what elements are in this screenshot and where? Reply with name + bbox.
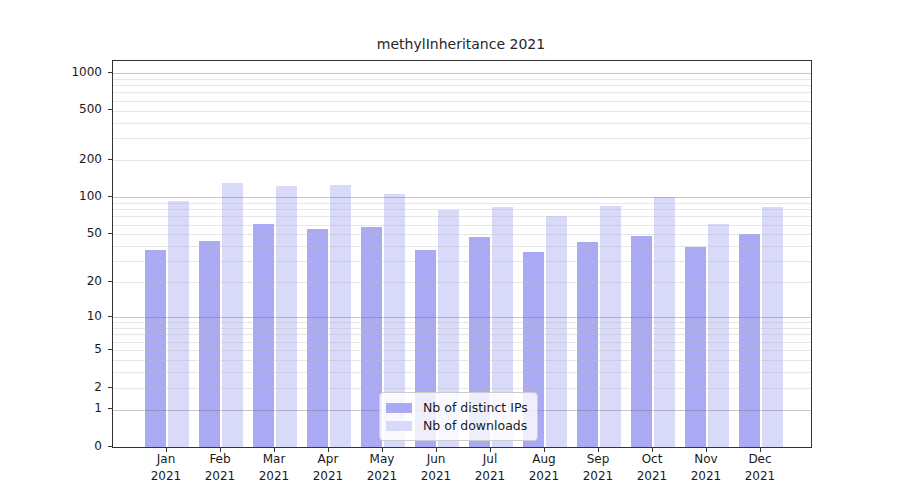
x-tick-label: May 2021 [352, 451, 412, 484]
y-tick-label: 200 [30, 152, 102, 166]
plot-area [112, 60, 812, 448]
y-tick-label: 20 [30, 274, 102, 288]
bar-downloads [222, 183, 243, 447]
minor-gridline [113, 350, 811, 351]
y-tick-label: 10 [30, 309, 102, 323]
legend: Nb of distinct IPs Nb of downloads [379, 392, 538, 441]
y-tick-label: 100 [30, 189, 102, 203]
legend-item-distinct-ips: Nb of distinct IPs [386, 399, 528, 416]
bar-distinct-ips [145, 250, 166, 447]
minor-gridline [113, 328, 811, 329]
bar-downloads [546, 216, 567, 447]
x-tick-label: Jan 2021 [136, 451, 196, 484]
y-tick-label: 2 [30, 380, 102, 394]
minor-gridline [113, 123, 811, 124]
x-tick-label: Jul 2021 [460, 451, 520, 484]
bar-distinct-ips [577, 242, 598, 447]
x-tick-label: Aug 2021 [514, 451, 574, 484]
minor-gridline [113, 342, 811, 343]
legend-item-downloads: Nb of downloads [386, 417, 528, 434]
minor-gridline [113, 334, 811, 335]
x-tick-label: Sep 2021 [568, 451, 628, 484]
minor-gridline [113, 209, 811, 210]
minor-gridline [113, 234, 811, 235]
minor-gridline [113, 160, 811, 161]
minor-gridline [113, 246, 811, 247]
minor-gridline [113, 360, 811, 361]
x-tick-label: Oct 2021 [622, 451, 682, 484]
minor-gridline [113, 388, 811, 389]
bar-distinct-ips [739, 234, 760, 447]
x-tick-label: Dec 2021 [730, 451, 790, 484]
y-tick-label: 50 [30, 226, 102, 240]
legend-swatch-downloads [386, 421, 412, 431]
y-tick-label: 0 [30, 439, 102, 453]
minor-gridline [113, 79, 811, 80]
x-tick-label: Nov 2021 [676, 451, 736, 484]
bar-distinct-ips [253, 224, 274, 447]
x-tick-label: Feb 2021 [190, 451, 250, 484]
bar-downloads [762, 207, 783, 447]
bar-distinct-ips [199, 241, 220, 447]
major-gridline [113, 317, 811, 318]
minor-gridline [113, 225, 811, 226]
minor-gridline [113, 101, 811, 102]
bar-downloads [708, 224, 729, 447]
x-tick-label: Jun 2021 [406, 451, 466, 484]
x-tick-label: Mar 2021 [244, 451, 304, 484]
major-gridline [113, 197, 811, 198]
legend-label-downloads: Nb of downloads [423, 418, 527, 433]
y-tick-label: 5 [30, 342, 102, 356]
minor-gridline [113, 138, 811, 139]
minor-gridline [113, 261, 811, 262]
minor-gridline [113, 85, 811, 86]
chart-figure: methylInheritance 2021 0 1 2 5 10 20 50 100 200 5… [0, 0, 900, 500]
minor-gridline [113, 372, 811, 373]
minor-gridline [113, 203, 811, 204]
chart-title: methylInheritance 2021 [112, 36, 810, 52]
legend-swatch-distinct-ips [386, 403, 412, 413]
x-tick-label: Apr 2021 [298, 451, 358, 484]
minor-gridline [113, 282, 811, 283]
legend-label-distinct-ips: Nb of distinct IPs [423, 400, 528, 415]
bar-distinct-ips [685, 247, 706, 447]
y-tick-label: 500 [30, 102, 102, 116]
minor-gridline [113, 322, 811, 323]
minor-gridline [113, 111, 811, 112]
major-gridline [113, 73, 811, 74]
minor-gridline [113, 216, 811, 217]
minor-gridline [113, 92, 811, 93]
bar-downloads [600, 206, 621, 447]
y-tick-mark [108, 446, 113, 447]
y-tick-label: 1000 [30, 65, 102, 79]
y-tick-label: 1 [30, 401, 102, 415]
